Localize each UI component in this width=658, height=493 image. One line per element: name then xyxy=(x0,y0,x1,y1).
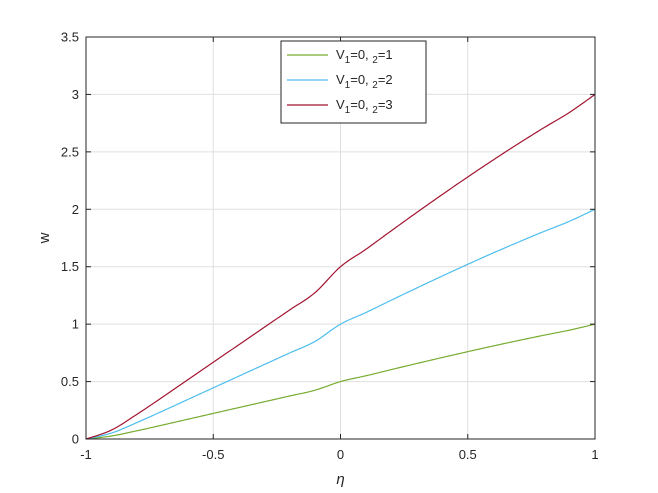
legend-text-part: =1 xyxy=(378,47,393,62)
x-axis-label: η xyxy=(336,471,344,488)
legend-text-part: =3 xyxy=(378,97,393,112)
y-tick-label: 3.5 xyxy=(61,30,79,45)
series-line xyxy=(85,323,596,440)
x-tick-label: 1 xyxy=(591,447,598,462)
series-line xyxy=(85,208,596,440)
legend-text-part: =2 xyxy=(378,72,393,87)
legend-text-part: V xyxy=(336,72,345,87)
x-tick-label: 0 xyxy=(337,447,344,462)
legend: V1=0, 2=1V1=0, 2=2V1=0, 2=3 xyxy=(280,40,427,124)
legend-text-part: V xyxy=(336,97,345,112)
y-tick-label: 2 xyxy=(72,202,79,217)
legend-text-part: V xyxy=(336,47,345,62)
legend-text-part: 2 xyxy=(372,105,378,116)
legend-entry: V1=0, 2=2 xyxy=(336,72,393,91)
y-tick-label: 0 xyxy=(72,432,79,447)
legend-text-part: 2 xyxy=(372,80,378,91)
legend-text-part: 2 xyxy=(372,55,378,66)
y-axis-ticks: 0 0.5 1 1.5 2 2.5 3 3.5 xyxy=(61,30,595,447)
y-tick-label: 3 xyxy=(72,87,79,102)
x-tick-label: -1 xyxy=(80,447,92,462)
legend-entry: V1=0, 2=1 xyxy=(336,47,393,66)
series-layer xyxy=(85,93,596,440)
legend-text-part: =0, xyxy=(350,97,372,112)
y-axis-label: w xyxy=(36,232,53,244)
y-tick-label: 0.5 xyxy=(61,374,79,389)
legend-text-part: 1 xyxy=(345,105,351,116)
y-tick-label: 1.5 xyxy=(61,259,79,274)
legend-text-part: 1 xyxy=(345,80,351,91)
legend-text-part: =0, xyxy=(350,47,372,62)
x-tick-label: -0.5 xyxy=(202,447,224,462)
legend-text-part: =0, xyxy=(350,72,372,87)
x-tick-label: 0.5 xyxy=(459,447,477,462)
legend-text-part: 1 xyxy=(345,55,351,66)
y-tick-label: 1 xyxy=(72,317,79,332)
y-tick-label: 2.5 xyxy=(61,144,79,159)
series-line xyxy=(85,93,596,440)
legend-entry: V1=0, 2=3 xyxy=(336,97,393,116)
x-axis-ticks: -1 -0.5 0 0.5 1 xyxy=(80,37,599,462)
